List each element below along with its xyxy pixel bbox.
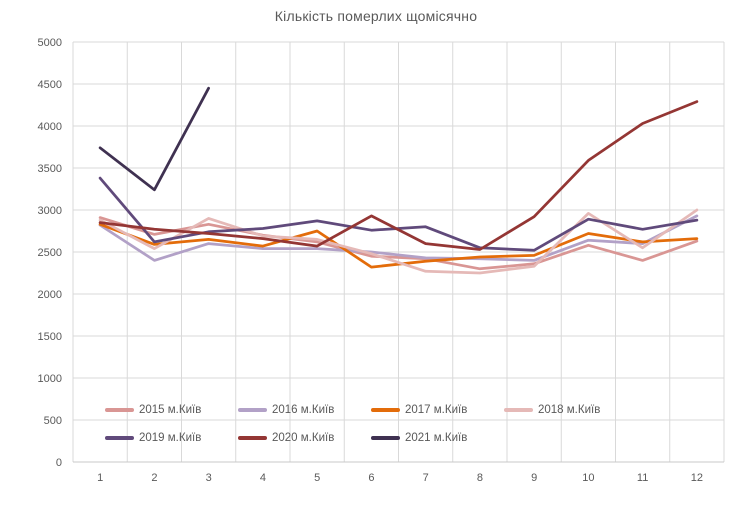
x-tick-label: 10: [582, 472, 594, 484]
x-tick-label: 4: [260, 472, 266, 484]
series-line: [98, 222, 699, 269]
x-tick-label: 11: [637, 472, 648, 484]
x-tick-label: 5: [314, 472, 320, 484]
y-tick-label: 0: [56, 457, 62, 469]
y-tick-label: 3500: [38, 163, 62, 175]
y-tick-label: 1500: [38, 331, 62, 343]
legend-label-2016: 2016 м.Київ: [272, 404, 335, 416]
legend-label-2015: 2015 м.Київ: [139, 404, 202, 416]
legend-swatch-2016: [238, 408, 267, 412]
x-tick-label: 2: [151, 472, 157, 484]
x-tick-label: 8: [477, 472, 483, 484]
y-tick-label: 5000: [38, 37, 62, 49]
legend-swatch-2017: [371, 408, 400, 412]
legend-label-2019: 2019 м.Київ: [139, 432, 202, 444]
legend-label-2018: 2018 м.Київ: [538, 404, 601, 416]
series-line: [98, 216, 699, 271]
legend-item-2016: 2016 м.Київ: [238, 404, 371, 416]
series-line: [98, 86, 210, 192]
chart-legend-row-2: 2019 м.Київ 2020 м.Київ 2021 м.Київ: [105, 430, 504, 446]
legend-swatch-2021: [371, 436, 400, 440]
legend-swatch-2018: [504, 408, 533, 412]
legend-swatch-2020: [238, 436, 267, 440]
y-tick-label: 4500: [38, 79, 62, 91]
legend-item-2021: 2021 м.Київ: [371, 432, 504, 444]
y-tick-label: 500: [44, 415, 62, 427]
chart-legend-row-1: 2015 м.Київ 2016 м.Київ 2017 м.Київ 2018…: [105, 402, 637, 418]
legend-item-2017: 2017 м.Київ: [371, 404, 504, 416]
y-tick-label: 1000: [38, 373, 62, 385]
legend-label-2017: 2017 м.Київ: [405, 404, 468, 416]
y-tick-label: 2000: [38, 289, 62, 301]
x-tick-label: 12: [691, 472, 703, 484]
legend-item-2020: 2020 м.Київ: [238, 432, 371, 444]
x-tick-label: 6: [368, 472, 374, 484]
x-tick-label: 9: [531, 472, 537, 484]
legend-label-2020: 2020 м.Київ: [272, 432, 335, 444]
chart-title: Кількість померлих щомісячно: [274, 8, 478, 24]
legend-item-2018: 2018 м.Київ: [504, 404, 637, 416]
y-tick-label: 3000: [38, 205, 62, 217]
series-line: [98, 208, 699, 275]
y-tick-label: 4000: [38, 121, 62, 133]
legend-label-2021: 2021 м.Київ: [405, 432, 468, 444]
x-tick-label: 3: [206, 472, 212, 484]
series-line: [98, 100, 699, 251]
series-line: [98, 214, 699, 262]
legend-item-2015: 2015 м.Київ: [105, 404, 238, 416]
x-tick-label: 7: [423, 472, 429, 484]
legend-swatch-2019: [105, 436, 134, 440]
y-tick-label: 2500: [38, 247, 62, 259]
legend-swatch-2015: [105, 408, 134, 412]
x-tick-label: 1: [97, 472, 103, 484]
legend-item-2019: 2019 м.Київ: [105, 432, 238, 444]
